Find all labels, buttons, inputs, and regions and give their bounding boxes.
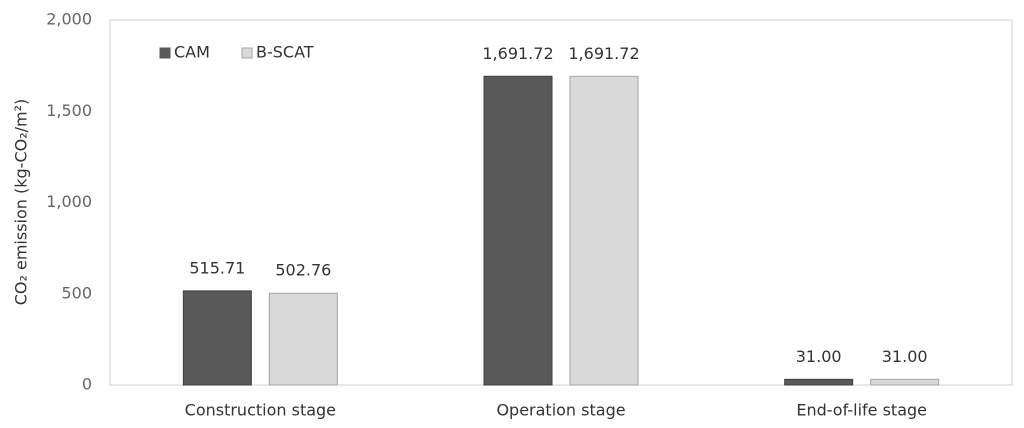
y-tick-label: 0 [82, 375, 92, 394]
x-tick-label: Construction stage [185, 401, 336, 420]
bar [182, 290, 252, 386]
value-label: 1,691.72 [568, 44, 639, 63]
plot-frame [109, 19, 1013, 386]
x-tick-label: Operation stage [496, 401, 625, 420]
value-label: 31.00 [882, 347, 928, 366]
y-tick-label: 2,000 [46, 10, 92, 29]
value-label: 31.00 [796, 347, 842, 366]
y-axis-label: CO₂ emission (kg-CO₂/m²) [12, 99, 31, 306]
bar [784, 378, 854, 386]
x-tick-label: End-of-life stage [796, 401, 927, 420]
bar [483, 75, 553, 386]
bar [569, 75, 639, 386]
legend-swatch [159, 47, 171, 59]
y-tick-label: 1,000 [46, 192, 92, 211]
legend-label: CAM [174, 43, 210, 62]
value-label: 1,691.72 [482, 44, 553, 63]
bar [268, 292, 338, 386]
value-label: 502.76 [275, 261, 331, 280]
y-tick-label: 500 [61, 283, 92, 302]
legend-label: B-SCAT [256, 43, 314, 62]
legend-swatch [241, 47, 253, 59]
value-label: 515.71 [189, 258, 245, 277]
y-tick-label: 1,500 [46, 101, 92, 120]
bar [870, 378, 940, 386]
